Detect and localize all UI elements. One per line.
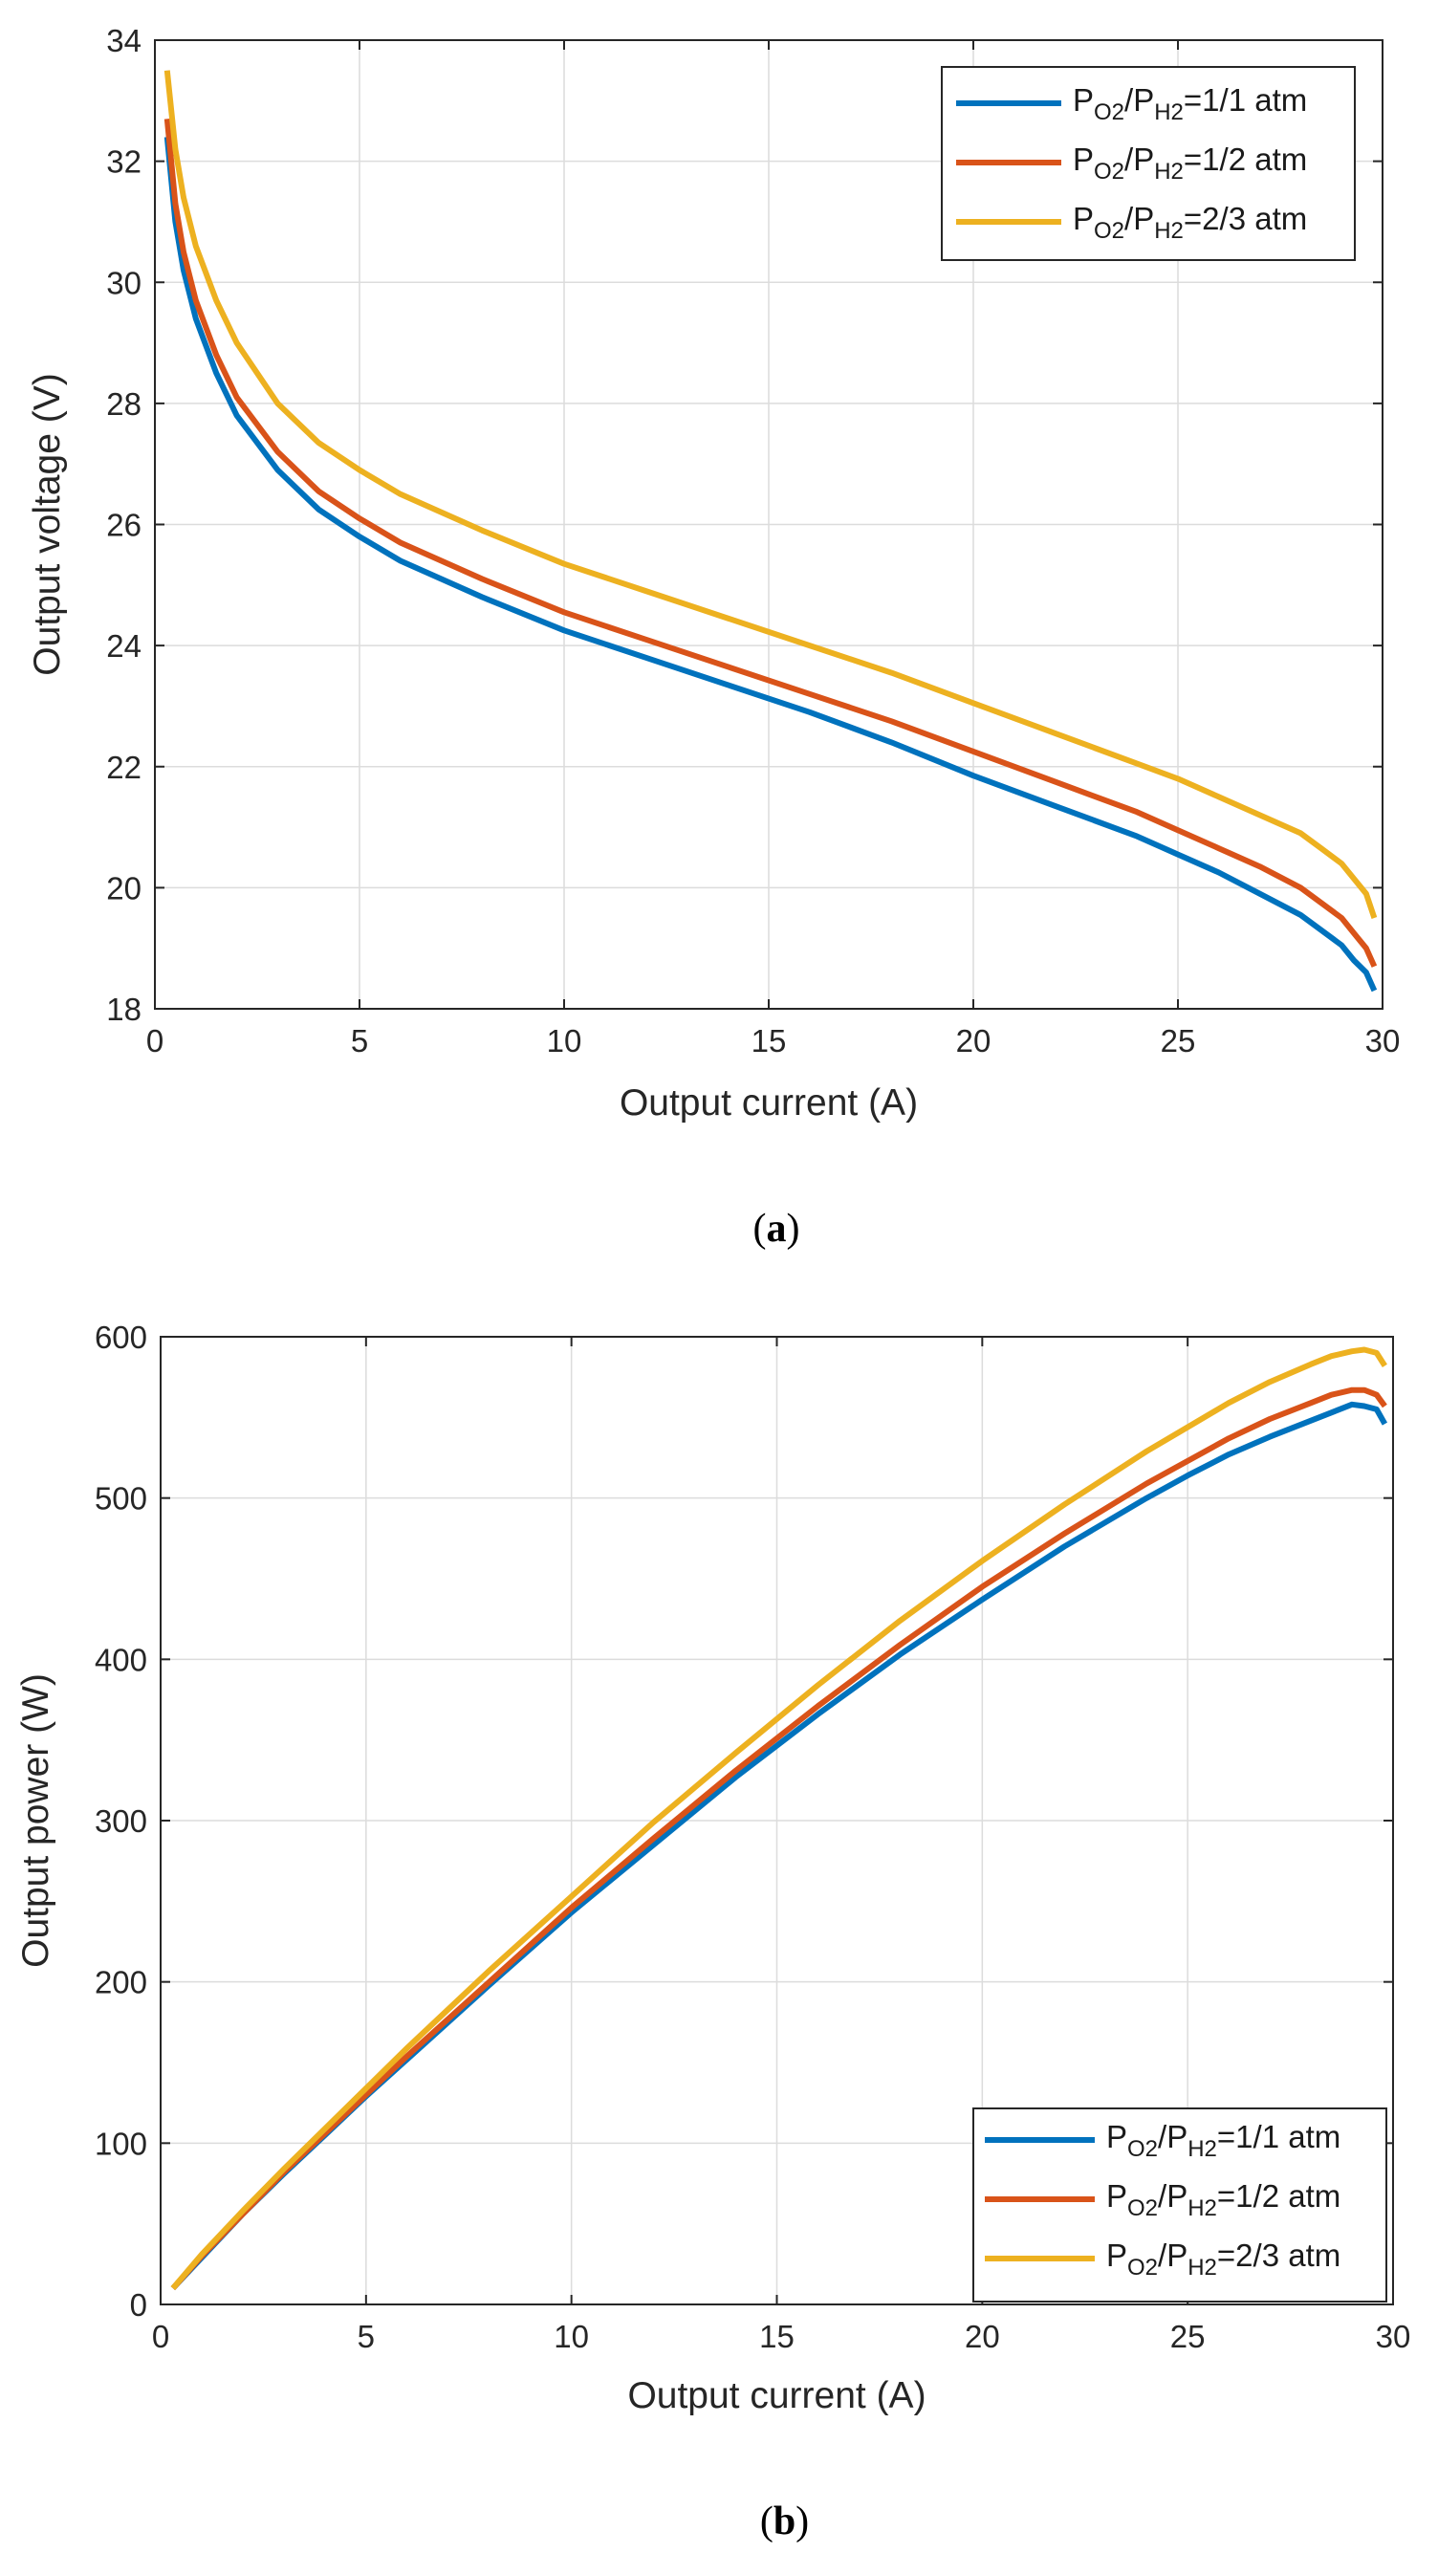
legend: PO2/PH2=1/1 atm PO2/PH2=1/2 atm PO2/PH2=2/…	[972, 2107, 1387, 2303]
x-tick-label: 10	[547, 1023, 582, 1059]
y-tick-label: 28	[106, 386, 142, 422]
y-axis-label: Output power (W)	[15, 1673, 56, 1968]
x-tick-label: 15	[759, 2319, 795, 2354]
x-tick-label: 5	[358, 2319, 375, 2354]
y-tick-label: 400	[95, 1642, 147, 1677]
x-tick-label: 25	[1161, 1023, 1196, 1059]
y-tick-label: 22	[106, 750, 142, 785]
x-tick-label: 0	[152, 2319, 169, 2354]
y-tick-label: 100	[95, 2126, 147, 2161]
y-tick-label: 300	[95, 1803, 147, 1839]
x-tick-label: 30	[1365, 1023, 1401, 1059]
series-line-3	[163, 70, 1378, 919]
x-axis-label: Output current (A)	[627, 2375, 926, 2416]
y-tick-label: 26	[106, 508, 142, 543]
y-tick-label: 34	[106, 23, 142, 58]
y-tick-label: 30	[106, 265, 142, 300]
x-axis-label: Output current (A)	[620, 1082, 918, 1124]
legend-label-1: PO2/PH2=1/1 atm	[1106, 2119, 1340, 2162]
x-tick-label: 15	[752, 1023, 787, 1059]
y-tick-label: 500	[95, 1481, 147, 1517]
legend-label-3: PO2/PH2=2/3 atm	[1106, 2238, 1340, 2281]
legend-label-1: PO2/PH2=1/1 atm	[1073, 82, 1307, 125]
y-tick-label: 18	[106, 992, 142, 1027]
x-tick-label: 30	[1376, 2319, 1411, 2354]
x-tick-label: 25	[1170, 2319, 1206, 2354]
x-tick-label: 20	[965, 2319, 1000, 2354]
x-tick-label: 20	[956, 1023, 991, 1059]
legend-label-2: PO2/PH2=1/2 atm	[1106, 2178, 1340, 2221]
legend: PO2/PH2=1/1 atm PO2/PH2=1/2 atm PO2/PH2=2/…	[941, 66, 1356, 261]
x-tick-label: 10	[554, 2319, 589, 2354]
panel-caption: (a)	[753, 1207, 800, 1251]
y-tick-label: 20	[106, 870, 142, 906]
panel-caption: (b)	[760, 2500, 809, 2543]
series-line-3	[170, 1346, 1387, 2291]
series-line-2	[163, 119, 1378, 968]
panel-a: 0 5 10 15 20 25 30 18 20 22 24 26 28 30 32 34 Output cur…	[27, 23, 1400, 1251]
series-line-2	[170, 1386, 1387, 2291]
legend-label-3: PO2/PH2=2/3 atm	[1073, 201, 1307, 244]
y-tick-label: 0	[130, 2287, 147, 2323]
y-axis-label: Output voltage (V)	[27, 373, 68, 676]
x-tick-label: 0	[146, 1023, 163, 1059]
y-tick-label: 200	[95, 1965, 147, 2000]
series-line-1	[163, 137, 1378, 993]
y-tick-label: 32	[106, 144, 142, 180]
legend-label-2: PO2/PH2=1/2 atm	[1073, 142, 1307, 185]
x-tick-label: 5	[351, 1023, 368, 1059]
y-tick-label: 600	[95, 1320, 147, 1355]
y-tick-label: 24	[106, 628, 142, 664]
